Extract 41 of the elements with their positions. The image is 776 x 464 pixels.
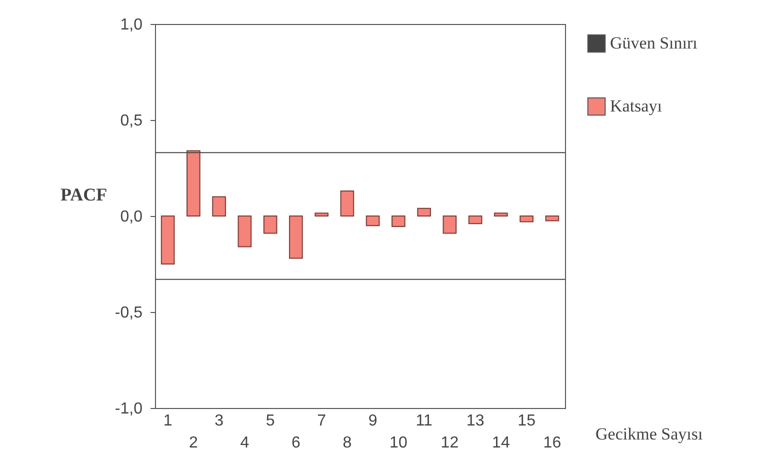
bar [366, 216, 380, 226]
y-tick-label: -0,5 [114, 304, 143, 322]
x-tick-label: 1 [163, 412, 172, 430]
x-axis-title: Gecikme Sayısı [596, 424, 703, 444]
bar [186, 150, 200, 216]
x-tick-label: 8 [342, 434, 352, 452]
y-tick-label: -1,0 [114, 400, 143, 418]
x-tick-label: 16 [543, 434, 562, 452]
x-tick-label: 6 [291, 434, 300, 452]
x-tick-label: 7 [317, 412, 326, 430]
x-tick-label: 9 [368, 412, 378, 430]
x-tick-label: 10 [390, 434, 408, 452]
x-tick-label: 5 [266, 412, 275, 430]
bar [212, 196, 226, 216]
bar [314, 212, 328, 216]
bar [494, 212, 508, 216]
y-axis-title: PACF [60, 184, 108, 204]
bar [392, 216, 406, 228]
bar [545, 216, 560, 222]
bar [160, 216, 175, 264]
bar [238, 216, 252, 248]
bar [520, 216, 534, 222]
bar [468, 216, 482, 224]
y-tick-label: 0,5 [120, 112, 143, 130]
legend-label: Katsayı [610, 96, 662, 116]
bar [340, 190, 354, 216]
legend-label: Güven Sınırı [610, 34, 698, 52]
y-tick-label: 1,0 [120, 16, 143, 34]
bar [442, 216, 457, 234]
x-tick-label: 12 [440, 434, 459, 452]
bar [263, 216, 278, 234]
x-tick-label: 14 [492, 434, 510, 452]
x-tick-label: 2 [188, 434, 198, 452]
bar [289, 216, 303, 259]
y-tick-label: 0,0 [120, 208, 143, 226]
bar [417, 208, 431, 216]
x-tick-label: 4 [240, 434, 250, 452]
x-tick-label: 15 [518, 412, 536, 430]
x-tick-label: 11 [416, 412, 432, 430]
x-tick-label: 13 [466, 412, 484, 430]
x-tick-label: 3 [214, 412, 224, 430]
